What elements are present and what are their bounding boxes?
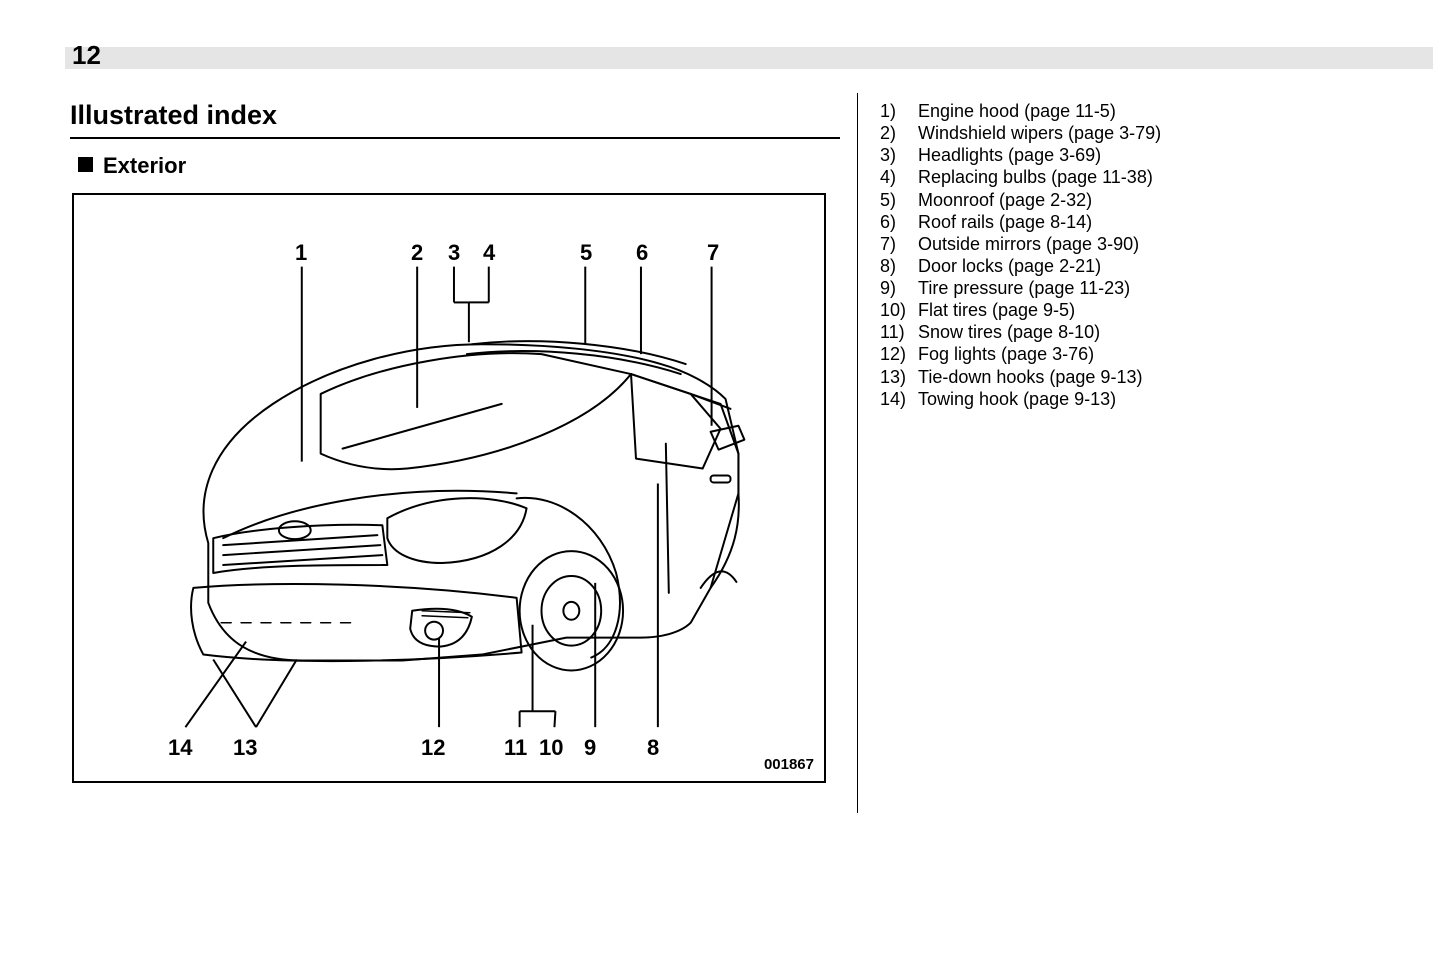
callout-number: 11 <box>504 735 527 761</box>
legend-item-number: 12) <box>880 343 918 365</box>
legend-item-number: 6) <box>880 211 918 233</box>
figure-id: 001867 <box>764 756 814 773</box>
legend-item-text: Roof rails (page 8-14) <box>918 211 1092 233</box>
legend-item: 12)Fog lights (page 3-76) <box>880 343 1300 365</box>
legend-item-number: 5) <box>880 189 918 211</box>
callout-number: 3 <box>448 240 460 266</box>
legend-item-number: 11) <box>880 321 918 343</box>
legend-item-text: Fog lights (page 3-76) <box>918 343 1094 365</box>
legend-item-text: Replacing bulbs (page 11-38) <box>918 166 1153 188</box>
legend-item-text: Engine hood (page 11-5) <box>918 100 1116 122</box>
legend-item: 10)Flat tires (page 9-5) <box>880 299 1300 321</box>
section-title: Illustrated index <box>70 100 840 139</box>
legend-item-text: Headlights (page 3-69) <box>918 144 1101 166</box>
square-bullet-icon <box>78 157 93 172</box>
legend-item-text: Door locks (page 2-21) <box>918 255 1101 277</box>
legend-item-number: 1) <box>880 100 918 122</box>
callout-number: 4 <box>483 240 495 266</box>
legend-item: 8)Door locks (page 2-21) <box>880 255 1300 277</box>
figure-box: 001867 1234567141312111098 <box>72 193 826 783</box>
callout-number: 14 <box>168 735 192 761</box>
legend-item: 3)Headlights (page 3-69) <box>880 144 1300 166</box>
left-column: Illustrated index Exterior <box>70 100 840 783</box>
vehicle-diagram <box>74 195 824 782</box>
header-bar <box>65 47 1433 69</box>
callout-number: 10 <box>539 735 563 761</box>
page-number: 12 <box>72 40 101 71</box>
legend-item-number: 2) <box>880 122 918 144</box>
legend-item: 6)Roof rails (page 8-14) <box>880 211 1300 233</box>
section-subtitle: Exterior <box>78 153 840 179</box>
callout-number: 5 <box>580 240 592 266</box>
legend-item-text: Flat tires (page 9-5) <box>918 299 1075 321</box>
legend-item: 4)Replacing bulbs (page 11-38) <box>880 166 1300 188</box>
legend-item: 9)Tire pressure (page 11-23) <box>880 277 1300 299</box>
callout-number: 9 <box>584 735 596 761</box>
legend-list: 1)Engine hood (page 11-5)2)Windshield wi… <box>880 100 1300 410</box>
legend-item: 2)Windshield wipers (page 3-79) <box>880 122 1300 144</box>
legend-item: 7)Outside mirrors (page 3-90) <box>880 233 1300 255</box>
callout-number: 1 <box>295 240 307 266</box>
legend-item-text: Outside mirrors (page 3-90) <box>918 233 1139 255</box>
legend-item-number: 7) <box>880 233 918 255</box>
legend-item-number: 3) <box>880 144 918 166</box>
legend-item-number: 9) <box>880 277 918 299</box>
legend-item: 1)Engine hood (page 11-5) <box>880 100 1300 122</box>
legend-item-number: 13) <box>880 366 918 388</box>
legend-item-text: Towing hook (page 9-13) <box>918 388 1116 410</box>
legend-item-text: Tie-down hooks (page 9-13) <box>918 366 1142 388</box>
callout-number: 2 <box>411 240 423 266</box>
callout-number: 13 <box>233 735 257 761</box>
callout-number: 7 <box>707 240 719 266</box>
callout-number: 8 <box>647 735 659 761</box>
legend-item: 14)Towing hook (page 9-13) <box>880 388 1300 410</box>
subtitle-text: Exterior <box>103 153 186 178</box>
legend-item-text: Snow tires (page 8-10) <box>918 321 1100 343</box>
legend-item: 13)Tie-down hooks (page 9-13) <box>880 366 1300 388</box>
page: 12 Illustrated index Exterior <box>0 0 1445 963</box>
legend-item-text: Moonroof (page 2-32) <box>918 189 1092 211</box>
legend-item: 5)Moonroof (page 2-32) <box>880 189 1300 211</box>
legend-item-number: 4) <box>880 166 918 188</box>
callout-number: 12 <box>421 735 445 761</box>
column-divider <box>857 93 858 813</box>
legend-item-number: 14) <box>880 388 918 410</box>
legend-item-number: 10) <box>880 299 918 321</box>
legend-item: 11)Snow tires (page 8-10) <box>880 321 1300 343</box>
legend-item-text: Tire pressure (page 11-23) <box>918 277 1130 299</box>
callout-number: 6 <box>636 240 648 266</box>
legend-item-number: 8) <box>880 255 918 277</box>
legend-item-text: Windshield wipers (page 3-79) <box>918 122 1161 144</box>
